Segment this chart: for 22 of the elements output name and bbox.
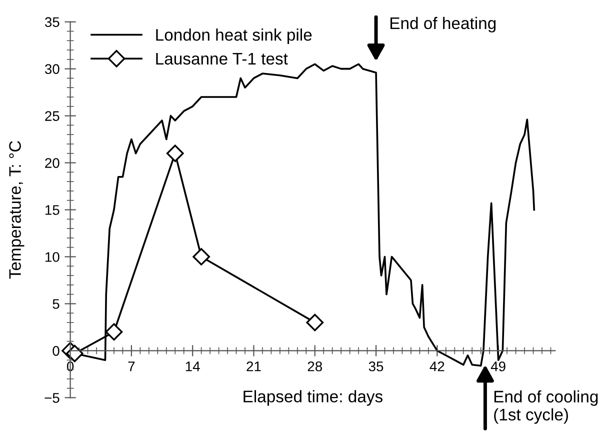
y-tick-label: 0 bbox=[52, 346, 60, 356]
y-tick-label: 30 bbox=[44, 64, 60, 74]
x-tick-label: 21 bbox=[246, 361, 261, 372]
x-tick-label: 42 bbox=[430, 361, 444, 372]
y-tick-label: −5 bbox=[44, 393, 60, 403]
x-tick-label: 49 bbox=[490, 361, 506, 372]
y-tick-label: 25 bbox=[45, 111, 60, 121]
x-tick-label: 14 bbox=[186, 362, 200, 372]
y-tick-label: 35 bbox=[44, 17, 60, 28]
y-tick-label: 10 bbox=[45, 252, 60, 262]
x-tick-label: 35 bbox=[368, 361, 384, 372]
legend-label: Lausanne T-1 test bbox=[156, 53, 288, 65]
x-tick-label: 28 bbox=[308, 361, 322, 372]
y-tick-label: 20 bbox=[45, 158, 60, 168]
annotation: End of cooling (1st cycle) bbox=[494, 390, 598, 424]
x-axis-title: Elapsed time: days bbox=[244, 390, 383, 406]
y-tick-label: 15 bbox=[45, 205, 60, 215]
y-tick-label: 5 bbox=[52, 299, 60, 309]
legend-label: London heat sink pile bbox=[156, 28, 312, 44]
y-axis-title: Temperature, T: °C bbox=[9, 140, 24, 279]
annotation: End of heating bbox=[390, 16, 496, 32]
x-tick-label: 7 bbox=[128, 362, 135, 372]
